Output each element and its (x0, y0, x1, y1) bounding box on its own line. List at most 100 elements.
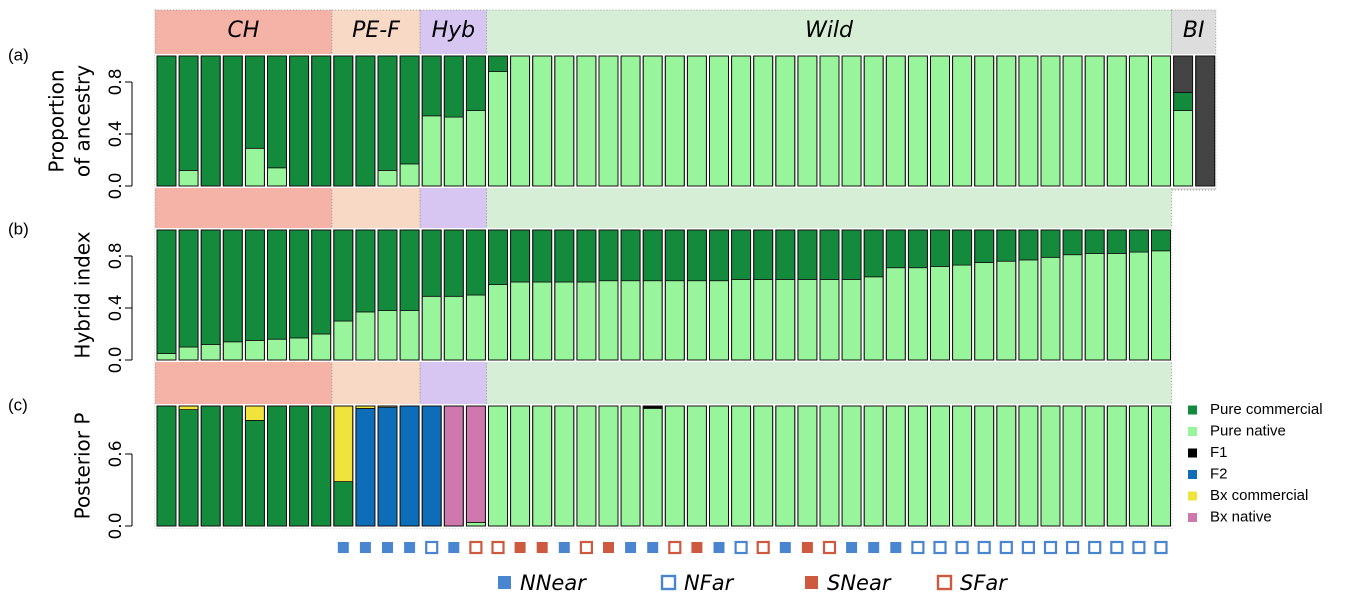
bar-segment (510, 281, 531, 361)
bar-segment (642, 407, 663, 527)
bar-segment (885, 405, 906, 527)
bar-outline (1040, 229, 1061, 361)
legend-swatch (1188, 491, 1197, 501)
bar-outline (333, 55, 354, 187)
bar-outline (311, 405, 332, 527)
bar-segment (598, 229, 619, 282)
bar-outline (289, 55, 310, 187)
bar-segment (775, 278, 796, 361)
bar-segment (1151, 229, 1171, 252)
bar-outline (1151, 405, 1171, 527)
bar-outline (355, 229, 376, 361)
bar-segment (1129, 229, 1149, 253)
bar-segment (598, 55, 619, 187)
bar-segment (731, 55, 751, 187)
site-marker (647, 542, 659, 553)
legend-label: F2 (1210, 465, 1228, 482)
site-legend-label: NFar (684, 571, 735, 595)
bar-segment (687, 229, 707, 282)
bar-outline (907, 405, 928, 527)
bar-outline (1195, 55, 1216, 187)
plot-area (155, 54, 1216, 188)
bar-outline (377, 405, 398, 527)
bar-outline (775, 55, 796, 187)
y-axis-label: Hybrid index (71, 231, 95, 358)
bar-segment (465, 522, 486, 527)
bar-outline (510, 55, 531, 187)
bar-outline (1018, 405, 1039, 527)
bar-outline (554, 55, 575, 187)
site-marker (579, 540, 594, 555)
bar-segment (885, 229, 906, 269)
bar-segment (222, 229, 243, 343)
bar-outline (1062, 229, 1083, 361)
bar-outline (222, 55, 243, 187)
bar-outline (686, 405, 707, 527)
bar-segment (532, 55, 553, 187)
bar-segment (289, 337, 310, 361)
bar-outline (797, 405, 818, 527)
bar-segment (731, 278, 751, 361)
bar-segment (952, 264, 972, 361)
bar-outline (576, 229, 597, 361)
bar-segment (377, 169, 398, 187)
bar-segment (996, 260, 1017, 361)
bar-segment (819, 278, 840, 361)
legend-swatch (1188, 513, 1197, 522)
bar-segment (576, 405, 597, 527)
bar-segment (775, 405, 796, 527)
site-marker (890, 542, 902, 553)
bar-segment (819, 405, 840, 527)
bar-segment (863, 55, 884, 187)
bar-outline (244, 229, 265, 361)
bar-outline (1018, 55, 1039, 187)
bar-segment (819, 229, 840, 280)
bar-segment (377, 55, 398, 171)
bar-outline (753, 229, 774, 361)
bar-segment (841, 229, 862, 280)
bar-outline (377, 55, 398, 187)
bar-outline (554, 405, 575, 527)
bar-outline (1084, 405, 1105, 527)
site-legend-label: SNear (827, 571, 892, 595)
site-marker (1043, 540, 1058, 555)
bar-segment (1062, 229, 1083, 256)
bar-segment (709, 229, 729, 282)
bar-outline (1040, 55, 1061, 187)
bar-outline (200, 405, 221, 527)
bar-outline (465, 405, 486, 527)
site-marker (955, 540, 969, 555)
bar-outline (200, 229, 221, 361)
bar-outline (841, 405, 862, 527)
bar-outline (642, 405, 663, 527)
site-marker (382, 542, 393, 553)
group-label: Hyb (432, 18, 476, 43)
bar-outline (863, 229, 884, 361)
group-label: BI (1183, 18, 1205, 43)
bar-segment (465, 405, 486, 523)
bar-segment (1040, 55, 1061, 187)
bar-segment (863, 229, 884, 278)
site-marker (425, 540, 439, 555)
bar-segment (465, 294, 486, 361)
bar-outline (797, 229, 818, 361)
bar-outline (885, 229, 906, 361)
bar-outline (532, 55, 553, 187)
site-marker (1088, 540, 1102, 555)
bar-segment (178, 409, 199, 527)
bar-segment (311, 55, 332, 187)
bar-segment (797, 55, 818, 187)
bar-segment (289, 229, 310, 339)
bar-segment (775, 229, 796, 280)
bar-outline (863, 405, 884, 527)
bar-segment (333, 55, 354, 187)
legend-label: Bx commercial (1210, 487, 1308, 504)
legend-label: F1 (1210, 444, 1228, 461)
legend-swatch (1188, 405, 1197, 415)
bar-segment (731, 229, 751, 280)
bar-segment (709, 55, 729, 187)
bar-segment (687, 55, 707, 187)
y-tick-label: 0.4 (106, 294, 126, 321)
bar-segment (974, 55, 995, 187)
site-marker (1154, 540, 1168, 555)
